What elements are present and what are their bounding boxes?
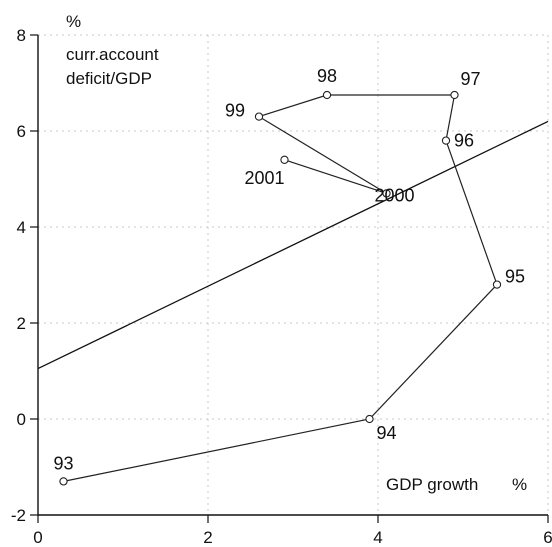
y-tick-label: 4 [17, 218, 26, 237]
y-unit-label: % [66, 12, 81, 31]
point-label-98: 98 [317, 66, 337, 86]
y-axis-label-line2: deficit/GDP [66, 69, 152, 88]
trend-line [37, 120, 549, 370]
x-tick-label: 0 [33, 528, 42, 547]
y-tick-label: 8 [17, 26, 26, 45]
x-unit-label: % [512, 475, 527, 494]
trend-line-group [37, 120, 549, 370]
y-tick-label: 6 [17, 122, 26, 141]
y-tick-label: 0 [17, 410, 26, 429]
data-point-97 [450, 90, 459, 100]
point-label-97: 97 [461, 69, 481, 89]
y-tick-label: -2 [11, 506, 26, 525]
axes [37, 35, 548, 516]
data-point-96 [441, 136, 451, 145]
data-point-2001 [280, 155, 289, 164]
ticks: -2 0 2 4 6 8 0 2 4 6 [11, 26, 552, 547]
data-point-99 [254, 112, 264, 121]
point-label-93: 93 [53, 453, 73, 473]
series-line [63, 94, 498, 482]
x-tick-label: 6 [543, 528, 552, 547]
point-label-96: 96 [454, 131, 474, 151]
point-label-95: 95 [505, 267, 525, 287]
point-labels: 93 94 95 96 97 98 99 2000 2001 [53, 66, 525, 473]
series [59, 90, 502, 486]
point-label-2000: 2000 [375, 185, 415, 205]
y-tick-label: 2 [17, 314, 26, 333]
data-point-2000 [382, 189, 391, 198]
data-point-98 [322, 90, 332, 100]
data-point-93 [59, 477, 68, 486]
point-label-99: 99 [225, 101, 245, 121]
data-point-94 [365, 414, 374, 424]
data-point-95 [492, 280, 502, 289]
x-axis-label: GDP growth [386, 475, 478, 494]
x-tick-label: 4 [373, 528, 382, 547]
gridlines [38, 34, 549, 515]
x-tick-label: 2 [203, 528, 212, 547]
y-axis-label-line1: curr.account [66, 45, 159, 64]
point-label-2001: 2001 [244, 168, 284, 188]
point-label-94: 94 [377, 423, 397, 443]
